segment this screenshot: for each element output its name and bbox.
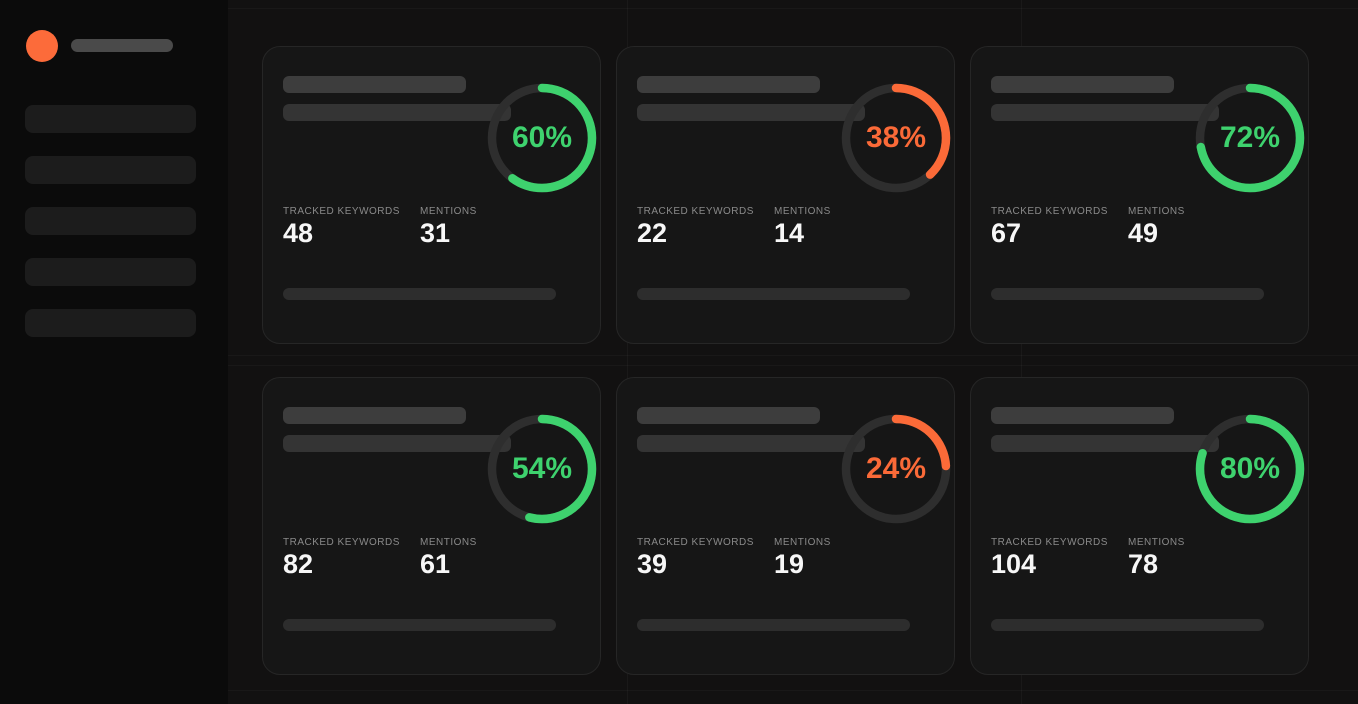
card-subtitle-skeleton [991, 435, 1219, 452]
sidebar-nav-item-skeleton[interactable] [25, 105, 196, 133]
tracked-keywords-label: TRACKED KEYWORDS [283, 206, 400, 217]
card-title-skeleton [283, 76, 466, 93]
mentions-label: MENTIONS [420, 206, 477, 217]
progress-percent: 60% [511, 121, 573, 154]
card-footer-skeleton [637, 288, 910, 300]
keyword-metric-card[interactable]: 60% TRACKED KEYWORDS 48 MENTIONS 31 [262, 46, 601, 344]
avatar[interactable] [26, 30, 58, 62]
tracked-keywords-label: TRACKED KEYWORDS [991, 206, 1108, 217]
mentions-label: MENTIONS [1128, 206, 1185, 217]
mentions-label: MENTIONS [1128, 537, 1185, 548]
mentions-value: 14 [774, 218, 805, 248]
progress-ring: 72% [1194, 82, 1306, 194]
sidebar-nav-item-skeleton[interactable] [25, 309, 196, 337]
tracked-keywords-label: TRACKED KEYWORDS [283, 537, 400, 548]
tracked-keywords-stat: TRACKED KEYWORDS 22 [637, 206, 754, 247]
mentions-value: 31 [420, 218, 451, 248]
sidebar-nav-item-skeleton[interactable] [25, 207, 196, 235]
tracked-keywords-label: TRACKED KEYWORDS [991, 537, 1108, 548]
card-title-skeleton [637, 76, 820, 93]
card-footer-skeleton [283, 619, 556, 631]
mentions-value: 19 [774, 549, 805, 579]
progress-ring: 24% [840, 413, 952, 525]
tracked-keywords-value: 39 [637, 549, 668, 579]
mentions-label: MENTIONS [420, 537, 477, 548]
progress-ring: 54% [486, 413, 598, 525]
progress-ring: 80% [1194, 413, 1306, 525]
tracked-keywords-stat: TRACKED KEYWORDS 48 [283, 206, 400, 247]
keyword-metric-card[interactable]: 54% TRACKED KEYWORDS 82 MENTIONS 61 [262, 377, 601, 675]
mentions-label: MENTIONS [774, 537, 831, 548]
card-footer-skeleton [637, 619, 910, 631]
tracked-keywords-stat: TRACKED KEYWORDS 82 [283, 537, 400, 578]
card-footer-skeleton [991, 619, 1264, 631]
sidebar-nav-item-skeleton[interactable] [25, 156, 196, 184]
progress-percent: 38% [865, 121, 927, 154]
tracked-keywords-value: 82 [283, 549, 314, 579]
mentions-label: MENTIONS [774, 206, 831, 217]
card-subtitle-skeleton [991, 104, 1219, 121]
tracked-keywords-label: TRACKED KEYWORDS [637, 206, 754, 217]
mentions-stat: MENTIONS 19 [774, 537, 831, 578]
mentions-value: 49 [1128, 218, 1159, 248]
progress-percent: 72% [1219, 121, 1281, 154]
card-title-skeleton [637, 407, 820, 424]
keyword-metric-card[interactable]: 24% TRACKED KEYWORDS 39 MENTIONS 19 [616, 377, 955, 675]
bg-grid-line-horizontal [228, 365, 1358, 366]
mentions-stat: MENTIONS 61 [420, 537, 477, 578]
mentions-stat: MENTIONS 78 [1128, 537, 1185, 578]
card-subtitle-skeleton [637, 104, 865, 121]
card-title-skeleton [991, 76, 1174, 93]
tracked-keywords-value: 48 [283, 218, 314, 248]
mentions-value: 78 [1128, 549, 1159, 579]
mentions-stat: MENTIONS 31 [420, 206, 477, 247]
tracked-keywords-value: 22 [637, 218, 668, 248]
progress-ring: 60% [486, 82, 598, 194]
progress-percent: 54% [511, 452, 573, 485]
progress-percent: 80% [1219, 452, 1281, 485]
keyword-metric-card[interactable]: 38% TRACKED KEYWORDS 22 MENTIONS 14 [616, 46, 955, 344]
mentions-stat: MENTIONS 14 [774, 206, 831, 247]
card-subtitle-skeleton [283, 435, 511, 452]
sidebar-nav-item-skeleton[interactable] [25, 258, 196, 286]
keyword-metric-card[interactable]: 80% TRACKED KEYWORDS 104 MENTIONS 78 [970, 377, 1309, 675]
tracked-keywords-stat: TRACKED KEYWORDS 67 [991, 206, 1108, 247]
card-footer-skeleton [283, 288, 556, 300]
card-subtitle-skeleton [283, 104, 511, 121]
card-footer-skeleton [991, 288, 1264, 300]
tracked-keywords-label: TRACKED KEYWORDS [637, 537, 754, 548]
mentions-value: 61 [420, 549, 451, 579]
bg-grid-line-horizontal [228, 690, 1358, 691]
tracked-keywords-value: 104 [991, 549, 1037, 579]
brand-title-skeleton [71, 39, 173, 52]
mentions-stat: MENTIONS 49 [1128, 206, 1185, 247]
tracked-keywords-value: 67 [991, 218, 1022, 248]
bg-grid-line-horizontal [228, 8, 1358, 9]
sidebar [0, 0, 228, 704]
keyword-metric-card[interactable]: 72% TRACKED KEYWORDS 67 MENTIONS 49 [970, 46, 1309, 344]
card-title-skeleton [991, 407, 1174, 424]
bg-grid-line-horizontal [228, 355, 1358, 356]
tracked-keywords-stat: TRACKED KEYWORDS 104 [991, 537, 1108, 578]
tracked-keywords-stat: TRACKED KEYWORDS 39 [637, 537, 754, 578]
progress-ring: 38% [840, 82, 952, 194]
card-subtitle-skeleton [637, 435, 865, 452]
progress-percent: 24% [865, 452, 927, 485]
card-title-skeleton [283, 407, 466, 424]
